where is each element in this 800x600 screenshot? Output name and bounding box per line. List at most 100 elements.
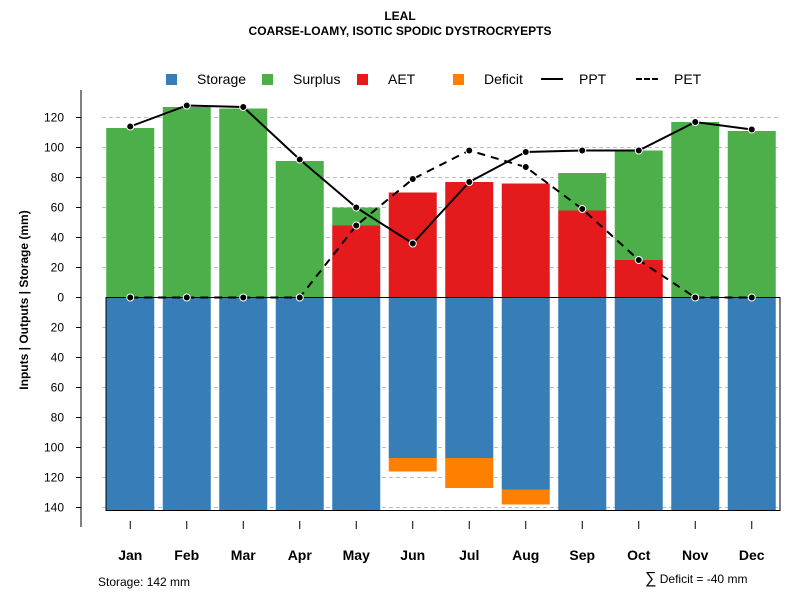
legend-pet-label: PET [674,71,702,87]
bar-storage-sep [558,297,607,511]
pet-point-jun [408,175,417,183]
ppt-point-nov [691,118,700,126]
bar-surplus-dec [727,131,776,298]
bar-aet-sep [558,210,607,298]
pet-point-jul [465,146,474,155]
bar-surplus-mar [219,108,268,298]
axis-labels: 120 100 80 60 40 20 0 20 40 60 80 100 120 140 Jan Feb Ma… [17,111,765,564]
y-tick-label: 80 [51,411,65,425]
bar-storage-dec [727,297,776,511]
bars [106,107,776,511]
pet-point-apr [295,293,304,302]
pet-point-jan [126,293,135,302]
bar-surplus-jan [106,128,155,298]
bar-surplus-apr [275,161,324,298]
legend-deficit: Deficit [453,69,523,89]
bar-storage-aug [501,297,550,490]
legend-ppt-label: PPT [579,71,607,87]
legend-surplus-swatch [262,73,273,85]
y-tick-label: 80 [51,171,65,185]
bar-storage-oct [614,297,663,511]
pet-point-nov [691,293,700,302]
x-tick-label-aug: Aug [512,547,539,563]
ppt-point-may [352,203,361,212]
y-tick-label: 40 [51,351,65,365]
bar-surplus-feb [162,107,211,298]
bar-surplus-sep [558,173,607,211]
y-tick-label: 120 [44,111,64,125]
y-axis-label: Inputs | Outputs | Storage (mm) [17,210,31,389]
pet-point-may [352,221,361,230]
sum-icon: ∑ [645,570,657,587]
pet-point-mar [239,293,248,302]
legend-deficit-swatch [453,73,464,85]
x-tick-label-jun: Jun [400,547,425,563]
legend-aet: AET [357,69,415,89]
pet-point-sep [578,205,587,213]
ppt-point-apr [295,155,304,164]
y-tick-label: 20 [51,261,65,275]
legend-storage-label: Storage [197,71,247,87]
bar-aet-may [332,225,381,298]
grid-lines [102,117,780,508]
legend-pet-line [636,78,658,80]
legend-ppt: PPT [541,69,606,89]
bar-storage-nov [671,297,720,511]
x-tick-label-jan: Jan [118,547,142,563]
x-tick-label-apr: Apr [288,547,313,563]
x-tick-label-may: May [343,547,370,563]
pet-line [130,149,752,299]
bar-surplus-nov [671,122,720,298]
bar-storage-jul [445,297,494,458]
y-tick-label: 100 [44,141,64,155]
deficit-note-text: Deficit = -40 mm [659,572,748,586]
chart-subtitle: COARSE-LOAMY, ISOTIC SPODIC DYSTROCRYEPT… [248,24,552,38]
x-tick-label-feb: Feb [174,547,199,563]
bar-storage-mar [219,297,268,511]
ppt-point-jun [408,239,417,248]
pet-point-dec [747,293,756,302]
legend-surplus: Surplus [262,69,340,89]
storage-note: Storage: 142 mm [98,575,191,589]
x-tick-label-dec: Dec [739,547,765,563]
y-tick-label: 140 [44,501,64,515]
x-tick-label-nov: Nov [682,547,709,563]
legend-pet: PET [636,69,701,89]
y-tick-label: 60 [51,381,65,395]
bar-aet-aug [501,183,550,298]
series-lines [126,101,756,302]
bar-surplus-oct [614,150,663,260]
legend-storage-swatch [166,73,177,85]
bar-deficit-jul [445,458,494,488]
ppt-line [129,104,752,245]
bar-deficit-jun [388,458,437,472]
legend: Storage Surplus AET Deficit PPT PET [0,69,800,91]
chart-title: LEAL [384,9,416,23]
bar-storage-jan [106,297,155,511]
bar-storage-may [332,297,381,511]
y-tick-label: 0 [57,291,64,305]
ppt-point-jul [465,178,474,186]
x-tick-label-oct: Oct [627,547,651,563]
legend-aet-swatch [357,73,368,85]
bar-storage-jun [388,297,437,458]
legend-deficit-label: Deficit [484,71,523,87]
ppt-point-jan [126,122,135,131]
legend-ppt-line [541,78,563,80]
y-tick-label: 120 [44,471,64,485]
y-tick-label: 40 [51,231,65,245]
ppt-point-oct [634,146,643,155]
bar-surplus-may [332,207,381,226]
pet-point-feb [182,293,191,302]
ppt-point-aug [521,148,530,156]
pet-point-oct [634,256,643,264]
bar-aet-jul [445,182,494,298]
legend-storage: Storage [166,69,246,89]
pet-point-aug [521,163,530,171]
bar-storage-apr [275,297,324,511]
bar-aet-oct [614,260,663,298]
legend-aet-label: AET [388,71,416,87]
y-tick-label: 20 [51,321,65,335]
y-tick-label: 60 [51,201,65,215]
